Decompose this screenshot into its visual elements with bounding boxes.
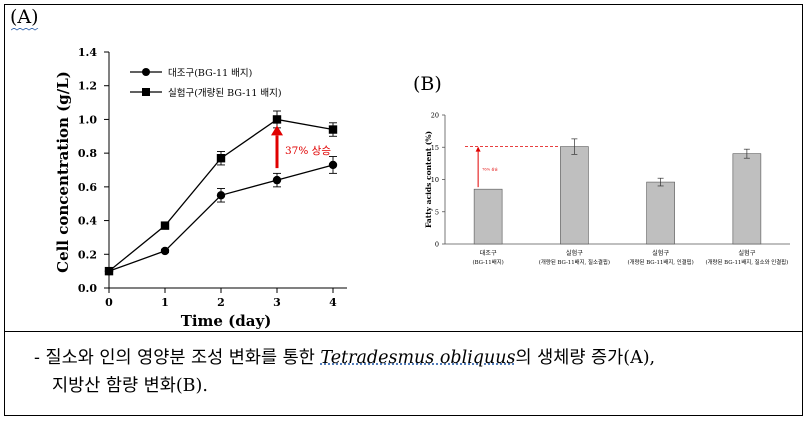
data-point-square bbox=[104, 266, 114, 276]
data-point-square bbox=[216, 154, 226, 163]
x-tick-label: 1 bbox=[161, 296, 169, 309]
y-tick-label: 20 bbox=[431, 112, 439, 120]
caption-divider bbox=[4, 331, 803, 332]
category-sublabel: (BG-11배지) bbox=[472, 258, 503, 266]
data-point-circle bbox=[216, 191, 226, 200]
y-tick-label: 0.6 bbox=[78, 181, 97, 194]
y-axis-title: Cell concentration (g/L) bbox=[54, 71, 72, 273]
figure-frame bbox=[4, 4, 803, 416]
data-point-square bbox=[272, 115, 282, 124]
y-tick-label: 0.0 bbox=[78, 282, 97, 295]
annotation-arrow-head bbox=[271, 125, 283, 136]
category-sublabel: (개량된 BG-11배지, 질소결핍) bbox=[539, 258, 610, 266]
data-point-square bbox=[160, 221, 170, 230]
legend-label: 실험구(개량된 BG-11 배지) bbox=[168, 87, 282, 99]
bar bbox=[646, 181, 675, 245]
y-tick-label: 0 bbox=[435, 241, 439, 249]
y-tick-label: 0.4 bbox=[78, 215, 97, 228]
y-tick-label: 15 bbox=[431, 144, 439, 152]
category-sublabel: (개량된 BG-11배지, 인결핍) bbox=[628, 258, 694, 266]
legend-marker-square bbox=[142, 88, 150, 96]
caption-dash: - bbox=[34, 348, 40, 368]
annotation-text: 37% 상승 bbox=[285, 145, 331, 157]
y-tick-label: 1.2 bbox=[78, 80, 97, 93]
figure-caption: - 질소와 인의 영양분 조성 변화를 통한 Tetradesmus obliq… bbox=[34, 344, 794, 400]
category-label: 실험구 bbox=[738, 249, 755, 257]
caption-species: Tetradesmus obliquus bbox=[320, 348, 516, 368]
annotation-arrow-head bbox=[475, 146, 481, 152]
data-point-circle bbox=[272, 175, 282, 185]
y-tick-label: 0.2 bbox=[78, 248, 97, 261]
bar bbox=[473, 188, 503, 245]
y-tick-label: 1.0 bbox=[78, 113, 97, 126]
legend-marker-circle bbox=[142, 68, 150, 76]
data-point-circle bbox=[328, 160, 338, 170]
caption-part1: 질소와 인의 영양분 조성 변화를 통한 bbox=[45, 348, 315, 368]
bar bbox=[560, 146, 589, 245]
y-tick-label: 10 bbox=[431, 176, 439, 184]
category-label: 실험구 bbox=[566, 249, 583, 257]
x-axis-title: Time (day) bbox=[181, 312, 272, 330]
x-tick-label: 3 bbox=[273, 296, 281, 309]
x-tick-label: 2 bbox=[217, 296, 225, 309]
annotation-text: 76% 상승 bbox=[482, 166, 498, 171]
x-tick-label: 0 bbox=[105, 296, 113, 309]
x-tick-label: 4 bbox=[329, 296, 337, 309]
caption-part2: 의 생체량 증가(A), bbox=[515, 348, 656, 368]
panel-b-label: (B) bbox=[413, 73, 442, 95]
y-tick-label: 1.4 bbox=[78, 46, 97, 59]
caption-line2: 지방산 함량 변화(B). bbox=[52, 376, 208, 396]
y-tick-label: 5 bbox=[435, 208, 439, 216]
bar bbox=[732, 153, 762, 245]
data-point-circle bbox=[160, 246, 170, 256]
y-tick-label: 0.8 bbox=[78, 147, 97, 160]
data-point-square bbox=[328, 125, 338, 134]
category-sublabel: (개량된 BG-11배지, 질소와 인결핍) bbox=[705, 258, 788, 266]
category-label: 실험구 bbox=[652, 249, 669, 257]
spellcheck-squiggle bbox=[11, 28, 39, 31]
y-axis-title: Fatty acids content (%) bbox=[424, 131, 433, 228]
category-label: 대조구 bbox=[480, 249, 497, 257]
panel-a-label: (A) bbox=[10, 6, 39, 28]
legend-label: 대조구(BG-11 배지) bbox=[168, 68, 252, 79]
